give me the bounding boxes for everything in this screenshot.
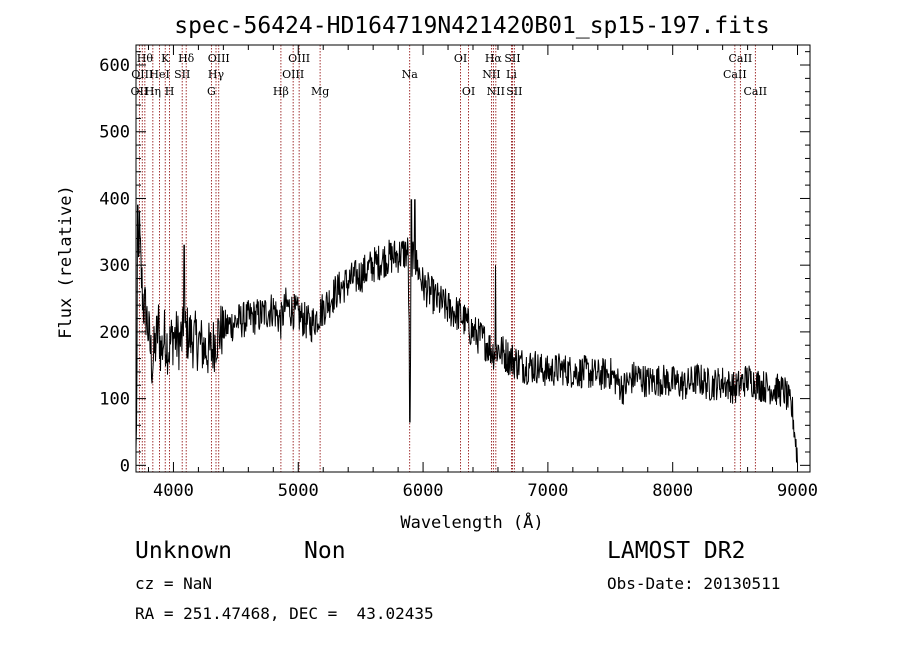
spectral-line-label: HeI [149,68,169,81]
plot-frame [135,44,811,473]
x-tick-label: 9000 [777,481,818,501]
survey-name: LAMOST DR2 [607,538,746,564]
spectral-line-label: Li [506,68,517,81]
spectral-line-label: NII [487,85,505,98]
x-tick-label: 8000 [652,481,693,501]
spectral-line-label: CaII [743,85,767,98]
y-tick-label: 200 [99,323,130,343]
spectral-line-label: G [207,85,216,98]
spectral-line-label: OIII [131,68,153,81]
y-tick-label: 100 [99,390,130,410]
spectral-line-label: Hγ [208,68,225,81]
spectral-line-label: OIII [208,52,230,65]
x-tick-label: 6000 [403,481,444,501]
spectral-line-label: CaII [723,68,747,81]
y-tick-label: 300 [99,256,130,276]
x-axis: 4000 5000 6000 7000 8000 9000 [147,45,818,501]
spectrum-series-line [135,199,798,465]
spectral-line-label: Hα [485,52,503,65]
x-tick-label: 5000 [278,481,319,501]
x-tick-label: 4000 [153,481,194,501]
spectral-line-label: Hθ [137,52,154,65]
spectral-line-label: NII [482,68,500,81]
object-subclass: Non [304,538,346,564]
y-tick-label: 400 [99,189,130,209]
spectral-line-label: Hη [145,85,161,98]
y-tick-label: 500 [99,123,130,143]
x-axis-label: Wavelength (Å) [400,511,543,533]
y-axis: 0 100 200 300 400 500 600 [99,51,810,476]
redshift-cz: cz = NaN [135,574,213,593]
object-class: Unknown [135,538,232,564]
spectral-line-label: OIII [282,68,304,81]
chart-title: spec-56424-HD164719N421420B01_sp15-197.f… [174,13,769,39]
spectral-line-label: OI [454,52,467,65]
spectral-line-label: Mg [311,85,329,98]
spectral-line-label: OIII [288,52,310,65]
ra-dec-coordinates: RA = 251.47468, DEC = 43.02435 [135,604,434,623]
spectral-line-label: Hδ [178,52,195,65]
line-marker-labels: OIIOIIIHθHηHeIKHSIIHδGHγOIIIHβOIIIOIIIMg… [131,52,768,98]
spectral-line-label: CaII [729,52,753,65]
y-axis-label: Flux (relative) [56,185,76,339]
spectral-line-label: K [161,52,170,65]
x-tick-label: 7000 [527,481,568,501]
line-markers [138,45,756,472]
spectral-line-label: SII [174,68,190,81]
spectral-line-label: Hβ [273,85,289,98]
spectral-line-label: Na [402,68,419,81]
spectral-line-label: SII [506,85,522,98]
y-tick-label: 600 [99,56,130,76]
spectral-line-label: OI [462,85,475,98]
y-tick-label: 0 [120,456,130,476]
observation-date: Obs-Date: 20130511 [607,574,781,593]
spectral-line-label: SII [504,52,520,65]
spectral-line-label: H [165,85,175,98]
